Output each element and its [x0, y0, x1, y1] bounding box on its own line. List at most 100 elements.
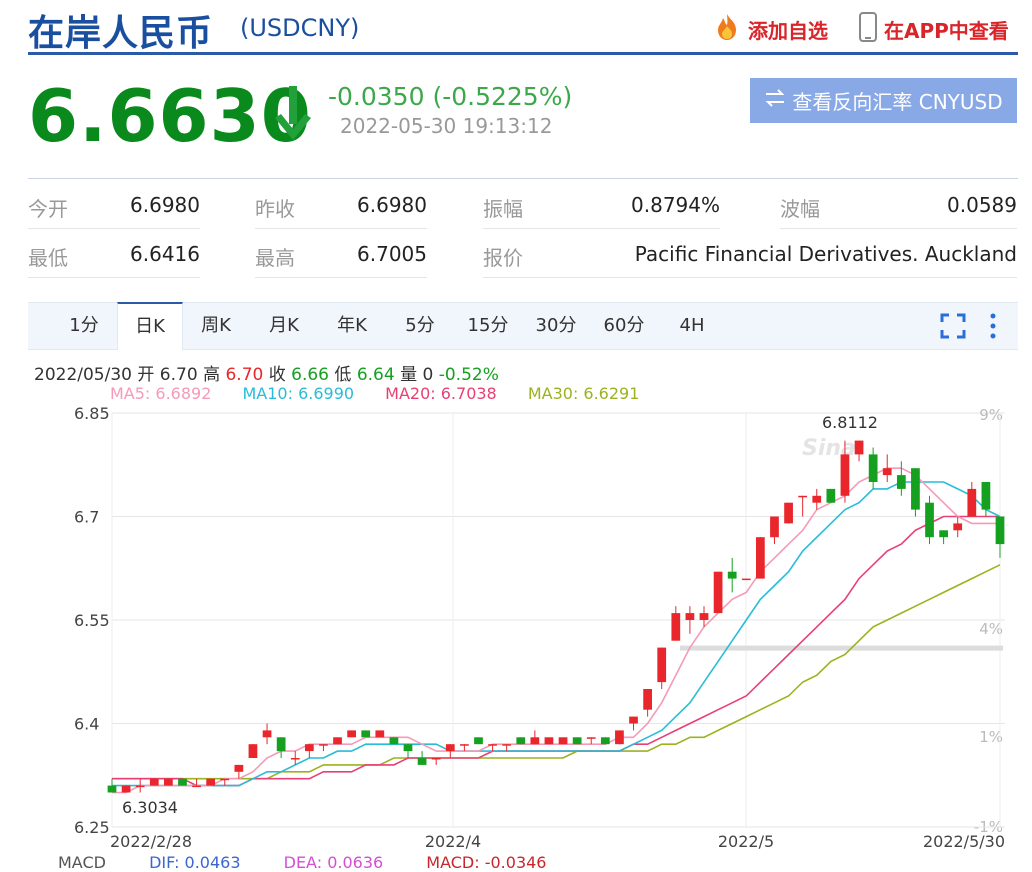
candle-body — [854, 440, 864, 455]
stat-underline — [780, 228, 1017, 229]
ohlc-info: 2022/05/30 开 6.70 高 6.70 收 6.66 低 6.64 量… — [34, 360, 499, 385]
tab-weekly-k[interactable]: 周K — [201, 315, 231, 336]
candle-body — [685, 613, 695, 620]
ohlc-low: 6.64 — [356, 365, 395, 385]
x-tick-label: 2022/5/30 — [923, 832, 1005, 851]
min-price-label: 6.3034 — [122, 798, 178, 817]
stats-divider — [28, 178, 1018, 179]
candle-body — [178, 778, 187, 786]
pct-tick-label: 9% — [979, 406, 1003, 424]
macd-dif: DIF: 0.0463 — [149, 853, 241, 872]
candle-body — [234, 764, 244, 772]
candle-body — [572, 737, 582, 745]
candle-body — [967, 488, 977, 517]
ohlc-pct: -0.52% — [438, 365, 499, 385]
candle-body — [586, 737, 596, 739]
price-change: -0.0350 (-0.5225%) — [328, 82, 573, 111]
view-in-app-button[interactable]: 在APP中查看 — [858, 12, 1009, 47]
tab-1min[interactable]: 1分 — [69, 315, 99, 336]
y-tick-label: 6.7 — [74, 508, 99, 527]
ma5-value: MA5: 6.6892 — [110, 384, 212, 403]
candle-body — [530, 737, 540, 745]
candle-body — [220, 778, 230, 781]
ohlc-vol: 0 — [422, 365, 434, 385]
y-tick-label: 6.85 — [74, 404, 110, 423]
macd-value: MACD: -0.0346 — [426, 853, 547, 872]
candle-body — [826, 488, 836, 503]
candle-body — [911, 468, 920, 510]
y-tick-label: 6.55 — [74, 611, 110, 630]
candle-body — [629, 716, 638, 724]
stat-label-low: 最低 — [28, 246, 68, 270]
add-favorite-label: 添加自选 — [748, 19, 828, 43]
y-tick-label: 6.25 — [74, 818, 110, 837]
stat-value-high: 6.7005 — [357, 242, 427, 266]
candle-body — [516, 737, 526, 745]
ma10-value: MA10: 6.6990 — [242, 384, 355, 403]
stat-underline — [483, 277, 1017, 278]
candle-body — [925, 502, 934, 538]
tab-5min[interactable]: 5分 — [405, 315, 435, 336]
stat-value-amplitude: 0.8794% — [631, 193, 720, 217]
stat-value-low: 6.6416 — [130, 242, 200, 266]
current-price: 6.6630 — [28, 74, 312, 158]
candle-body — [474, 737, 483, 745]
tab-yearly-k[interactable]: 年K — [337, 315, 367, 336]
candle-body — [558, 737, 568, 745]
candle-body — [615, 730, 624, 745]
candle-body — [375, 730, 385, 738]
more-options-icon[interactable] — [988, 312, 998, 344]
candle-body — [671, 613, 681, 641]
candle-body — [290, 758, 300, 760]
candle-body — [657, 647, 667, 683]
y-tick-label: 6.4 — [74, 715, 99, 734]
ohlc-high: 6.70 — [225, 365, 264, 385]
fullscreen-icon[interactable] — [940, 313, 966, 343]
candle-body — [135, 785, 145, 788]
add-favorite-button[interactable]: 添加自选 — [712, 12, 828, 47]
candle-body — [643, 689, 652, 710]
candle-body — [756, 537, 765, 579]
stat-value-volatility: 0.0589 — [947, 193, 1017, 217]
tab-4h[interactable]: 4H — [679, 315, 705, 336]
candle-body — [417, 758, 427, 765]
x-tick-label: 2022/4 — [425, 832, 481, 851]
reference-band — [680, 645, 1003, 651]
candle-body — [319, 744, 328, 746]
stat-label-quote-source: 报价 — [483, 246, 523, 270]
ohlc-vol-label: 量 — [400, 365, 418, 385]
max-price-label: 6.8112 — [822, 413, 878, 432]
stat-underline — [255, 228, 427, 229]
ma10-line — [112, 481, 1001, 787]
candle-body — [896, 475, 906, 489]
pct-tick-label: 4% — [979, 620, 1003, 638]
tab-15min[interactable]: 15分 — [467, 315, 509, 336]
tab-daily-k[interactable]: 日K — [117, 302, 183, 350]
candle-body — [403, 744, 413, 752]
candle-body — [431, 758, 441, 760]
ohlc-close: 6.66 — [291, 365, 329, 385]
stat-underline — [28, 228, 200, 229]
candle-body — [953, 523, 963, 531]
candle-body — [192, 785, 201, 788]
ma30-value: MA30: 6.6291 — [527, 384, 640, 403]
candle-body — [741, 578, 751, 581]
candle-body — [304, 744, 314, 752]
candle-body — [784, 502, 793, 524]
candle-body — [248, 744, 258, 758]
reverse-rate-button[interactable]: 查看反向汇率 CNYUSD — [750, 78, 1017, 123]
tab-monthly-k[interactable]: 月K — [269, 315, 299, 336]
tab-60min[interactable]: 60分 — [603, 315, 645, 336]
kline-chart[interactable]: 6.856.76.556.46.259%4%1%-1%2022/2/28 2022… — [0, 400, 1032, 852]
ohlc-high-label: 高 — [203, 365, 221, 385]
ohlc-low-label: 低 — [334, 365, 352, 385]
macd-dea: DEA: 0.0636 — [283, 853, 384, 872]
tab-30min[interactable]: 30分 — [535, 315, 577, 336]
period-tabs: 1分 日K 周K 月K 年K 5分 15分 30分 60分 4H — [28, 302, 1018, 350]
candle-body — [347, 730, 356, 738]
candle-body — [939, 530, 948, 538]
candle-body — [149, 778, 159, 786]
reverse-rate-label: 查看反向汇率 CNYUSD — [792, 90, 1003, 114]
ohlc-date: 2022/05/30 — [34, 365, 132, 385]
candle-body — [840, 454, 850, 496]
